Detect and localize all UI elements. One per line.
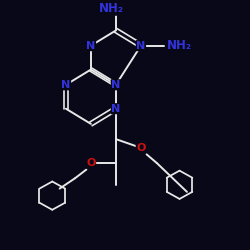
Text: NH₂: NH₂ — [167, 39, 192, 52]
Text: O: O — [86, 158, 96, 168]
Text: N: N — [61, 80, 70, 90]
Text: NH₂: NH₂ — [99, 2, 124, 15]
Text: N: N — [111, 80, 120, 90]
Text: O: O — [136, 143, 145, 153]
Text: N: N — [111, 104, 120, 114]
Text: N: N — [86, 41, 96, 51]
Text: N: N — [136, 41, 145, 51]
